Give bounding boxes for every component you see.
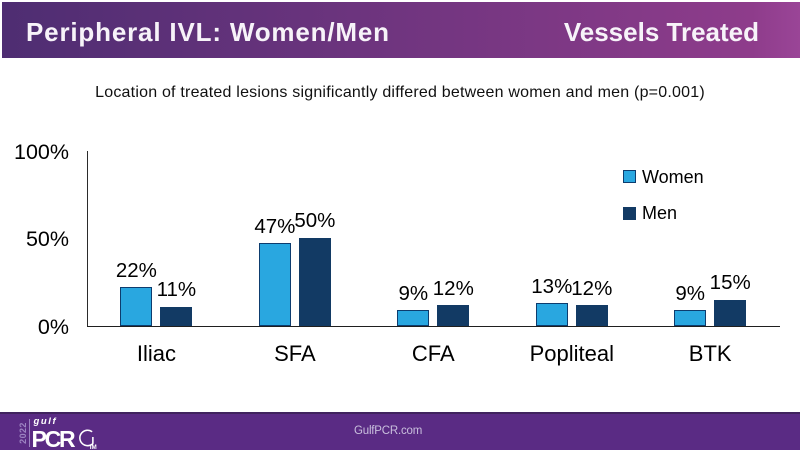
svg-text:iM: iM (89, 443, 96, 449)
